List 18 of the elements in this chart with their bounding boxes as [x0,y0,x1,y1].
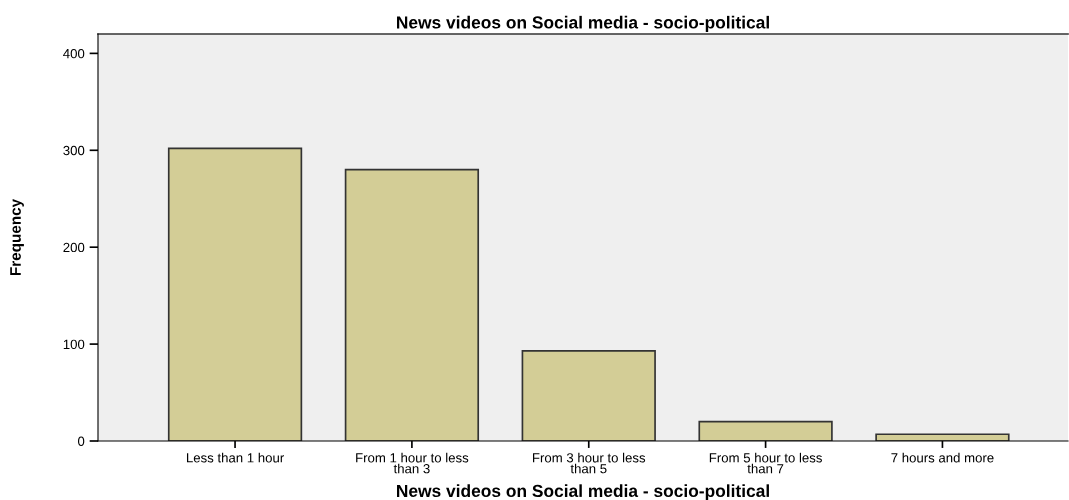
y-tick-label: 300 [63,145,85,156]
x-tick-label: 7 hours and more [891,452,994,463]
y-axis-title: Frequency [10,198,24,276]
y-tick-label: 0 [77,436,85,446]
y-tick-label: 200 [63,242,85,253]
bar [167,147,303,441]
chart-title: News videos on Social media - socio-political [397,15,769,33]
x-axis-title: News videos on Social media - socio-political [397,484,769,500]
bar [875,433,1010,441]
x-tick-label: From 5 hour to less than 7 [709,452,822,474]
y-tick-label: 400 [63,48,85,59]
bar [344,168,480,441]
bar [521,350,656,441]
x-tick-label: From 1 hour to less than 3 [356,452,469,474]
y-tick-label: 100 [63,339,85,350]
bar [698,420,833,441]
x-tick-label: Less than 1 hour [186,452,284,463]
x-tick-label: From 3 hour to less than 5 [533,452,646,474]
